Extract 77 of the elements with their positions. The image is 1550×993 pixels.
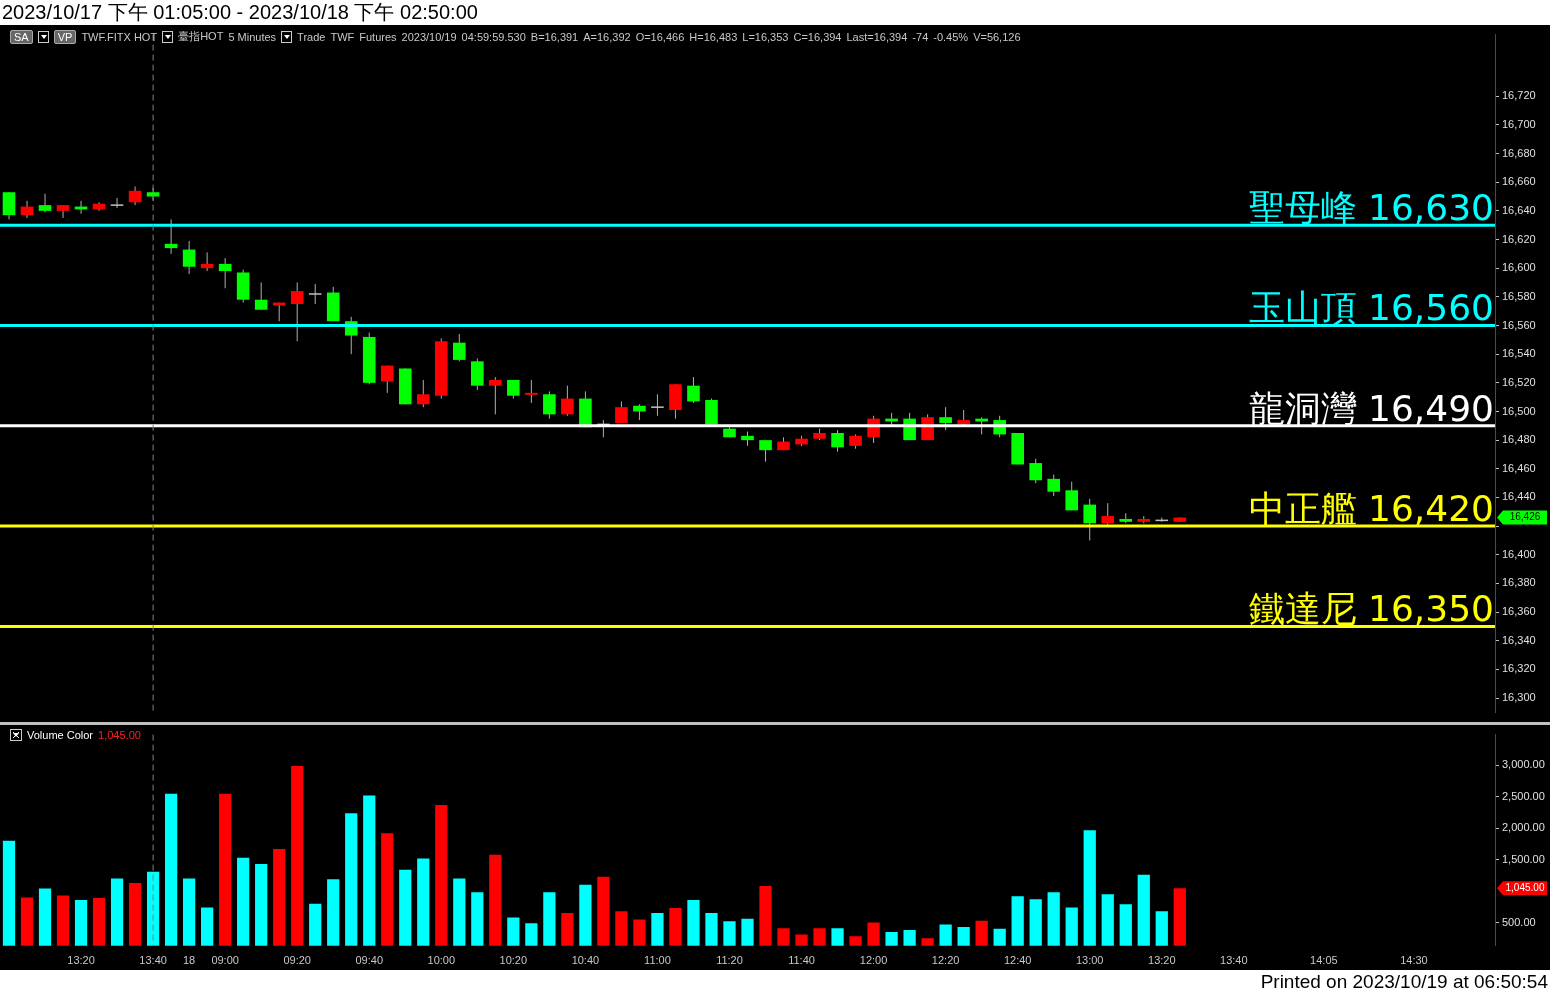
x-tick-label: 13:00 [1075,954,1104,967]
x-tick-label: 12:40 [1003,954,1032,967]
y-tick-label: 16,580 [1502,289,1536,302]
annotation: 5 Minutes [228,30,277,43]
text: 16,426 [1509,511,1541,523]
y-tick-label: 16,380 [1502,576,1536,589]
annotation: Volume Color [27,729,94,741]
y-tick-label: 16,620 [1502,232,1536,245]
y-tick-label: 16,660 [1502,175,1536,188]
y-tick-label: 16,440 [1502,490,1536,503]
text: 1,045.00 [1505,882,1545,894]
annotation: A=16,392 [583,30,631,43]
x-tick-label: 12:20 [931,954,960,967]
y-tick-label: 3,000.00 [1502,758,1545,771]
ref-line-label: 龍洞灣 16,490 [1248,387,1494,429]
y-tick-label: 2,000.00 [1502,821,1545,834]
annotation: 04:59:59.530 [461,30,526,43]
annotation: TWF.FITX HOT [81,30,158,43]
x-tick-label: 18 [183,954,196,967]
y-tick-label: 16,400 [1502,547,1536,560]
x-tick-label: 09:20 [283,954,311,967]
annotation: TWF [330,30,355,43]
annotation: -0.45% [933,30,969,43]
chart-title: 2023/10/17 下午 01:05:00 - 2023/10/18 下午 02:50:00 [0,0,1550,25]
y-tick-label: 16,560 [1502,318,1536,331]
annotation: Futures [359,30,397,43]
y-tick-label: 16,520 [1502,375,1536,388]
annotation: C=16,394 [793,30,842,43]
x-tick-label: 09:00 [211,954,239,967]
ref-line-label: 聖母峰 16,630 [1248,187,1494,229]
text: Printed on 2023/10/19 at 06:50:54 [0,970,1550,993]
x-tick-label: 11:20 [716,954,743,967]
annotation: 2023/10/19 [401,30,457,43]
annotation: H=16,483 [689,30,738,43]
x-tick-label: 11:00 [644,954,671,967]
y-tick-label: 1,500.00 [1502,852,1545,865]
y-tick-label: 16,480 [1502,433,1536,446]
x-tick-label: 14:05 [1310,954,1338,967]
x-tick-label: 12:00 [859,954,888,967]
y-tick-label: 16,640 [1502,203,1536,216]
y-tick-label: 16,360 [1502,605,1536,618]
x-tick-label: 13:40 [139,954,167,967]
annotation: B=16,391 [530,30,579,43]
y-tick-label: 16,600 [1502,261,1536,274]
annotation: VP [53,29,77,44]
y-tick-label: 16,500 [1502,404,1536,417]
y-tick-label: 16,320 [1502,662,1536,675]
x-tick-label: 10:40 [571,954,600,967]
annotation: SA [10,29,33,44]
y-tick-label: 16,680 [1502,146,1536,159]
y-tick-label: 16,700 [1502,117,1536,130]
x-tick-label: 13:40 [1220,954,1248,967]
y-tick-label: 16,300 [1502,691,1536,704]
y-tick-label: 16,540 [1502,347,1536,360]
annotation: Trade [297,30,326,43]
y-tick-label: 2,500.00 [1502,789,1545,802]
x-tick-label: 10:20 [499,954,528,967]
ref-line-label: 中正艦 16,420 [1248,488,1494,530]
y-tick-label: 16,460 [1502,461,1536,474]
y-tick-label: 16,340 [1502,633,1536,646]
annotation: Last=16,394 [846,30,908,43]
x-tick-label: 13:20 [67,954,95,967]
ref-line-label: 玉山頂 16,560 [1248,287,1494,329]
annotation: L=16,353 [742,30,789,43]
annotation: V=56,126 [973,30,1021,43]
ref-line-label: 鐵達尼 16,350 [1248,588,1494,630]
y-tick-label: 16,720 [1502,89,1536,102]
y-tick-label: 500.00 [1502,915,1536,928]
annotation: 1,045.00 [98,729,141,741]
x-tick-label: 09:40 [355,954,384,967]
x-tick-label: 11:40 [788,954,815,967]
annotation: O=16,466 [635,30,685,43]
x-tick-label: 10:00 [427,954,456,967]
annotation: -74 [912,30,929,43]
annotation: 臺指HOT [178,29,224,44]
x-tick-label: 14:30 [1400,954,1428,967]
x-tick-label: 13:20 [1148,954,1176,967]
